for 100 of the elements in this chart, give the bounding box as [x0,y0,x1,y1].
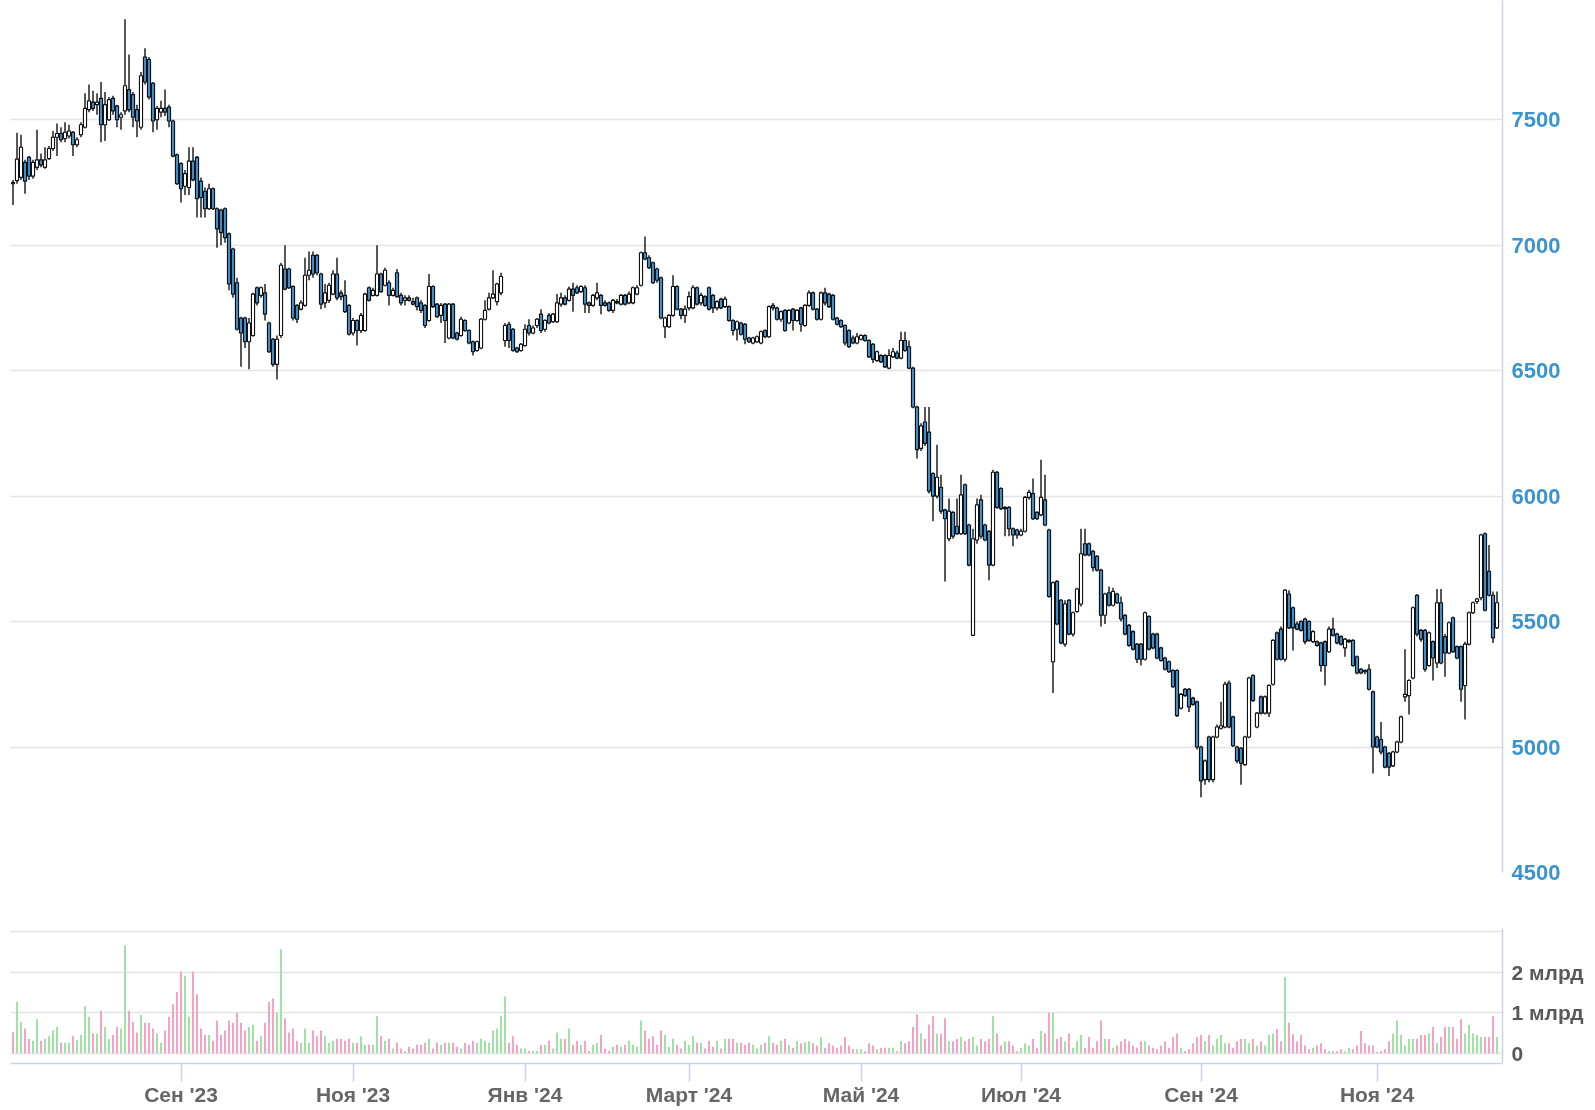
bar [1492,1016,1494,1054]
bar [1208,1035,1210,1054]
candlestick [506,321,512,349]
bar [820,1037,822,1054]
bar [976,1045,978,1054]
bar [944,1018,946,1054]
bar [716,1040,718,1054]
bar [1092,1047,1094,1054]
bar [696,1042,698,1054]
bar [1340,1049,1342,1054]
x-tick-label: Сен '24 [1164,1082,1239,1106]
bar [720,1048,722,1054]
bar [740,1042,742,1054]
bar [220,1035,222,1054]
bar [1284,977,1286,1054]
bar [656,1044,658,1054]
bar [400,1048,402,1054]
bar [1428,1033,1430,1054]
bar [708,1040,710,1054]
bar [296,1040,298,1054]
bar [644,1030,646,1054]
bar [340,1038,342,1054]
bar [1464,1033,1466,1054]
bar [1412,1039,1414,1054]
bar [216,1020,218,1054]
bar [332,1040,334,1054]
bar [980,1039,982,1054]
bar [664,1035,666,1054]
bar [196,994,198,1054]
bar [112,1035,114,1054]
bar [612,1046,614,1054]
bar [596,1042,598,1054]
bar [1388,1041,1390,1054]
bar [388,1038,390,1054]
bar [1136,1047,1138,1054]
bar [168,1016,170,1054]
bar [204,1035,206,1054]
bar [1060,1037,1062,1054]
bar [372,1044,374,1054]
bar [228,1020,230,1054]
bar [516,1044,518,1054]
bar [476,1042,478,1054]
bar [96,1033,98,1054]
bar [480,1038,482,1054]
bar [1112,1047,1114,1054]
bar [684,1040,686,1054]
bar [336,1038,338,1054]
y-tick-label: 6500 [1511,358,1561,384]
bar [636,1046,638,1054]
candlestick [310,250,316,279]
bar [180,971,182,1054]
bar [1476,1035,1478,1054]
bar [188,1016,190,1054]
bar [428,1038,430,1054]
candlestick [954,497,960,536]
bar [724,1038,726,1054]
bar [1236,1041,1238,1054]
bar [144,1022,146,1054]
bar [1152,1047,1154,1054]
bar [268,1002,270,1054]
x-tick-label: Март '24 [645,1082,733,1106]
bar [900,1041,902,1054]
bar [232,1022,234,1054]
bar [1188,1049,1190,1054]
bar [896,1051,898,1054]
bar [760,1044,762,1054]
x-tick-label: Ноя '23 [315,1082,391,1106]
bar [1320,1043,1322,1054]
bar [1448,1026,1450,1054]
bar [584,1040,586,1054]
bar [788,1044,790,1054]
bar [312,1030,314,1054]
bar [64,1042,66,1054]
bar [988,1039,990,1054]
bar [640,1020,642,1054]
bar [252,1024,254,1054]
bar [1216,1039,1218,1054]
candlestick [522,323,528,348]
bar [1432,1026,1434,1054]
bar [324,1036,326,1054]
bar [744,1044,746,1054]
bar [224,1030,226,1054]
bar [184,975,186,1054]
bar [368,1044,370,1054]
bar [148,1022,150,1054]
bar [308,1042,310,1054]
bar [384,1040,386,1054]
bar [832,1045,834,1054]
bar [1132,1045,1134,1054]
bar [764,1042,766,1054]
bar [164,1030,166,1054]
y-tick-label: 7500 [1511,107,1561,133]
bar [512,1036,514,1054]
bar [356,1042,358,1054]
bar [208,1035,210,1054]
bar [1064,1041,1066,1054]
bar [920,1033,922,1054]
x-tick-label: Ноя '24 [1339,1082,1415,1106]
bar [1348,1047,1350,1054]
bar [732,1038,734,1054]
